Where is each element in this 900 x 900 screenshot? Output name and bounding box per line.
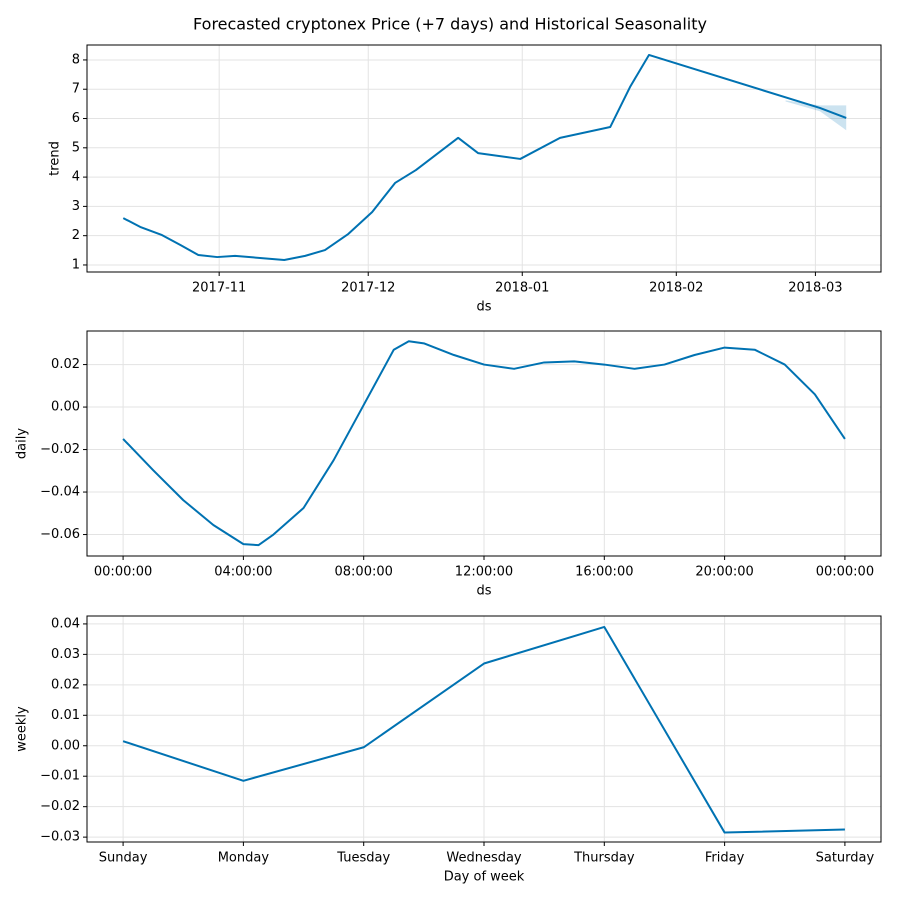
y-tick-label: −0.02 [40, 799, 80, 814]
y-tick-label: 7 [72, 82, 80, 97]
y-tick-label: 5 [72, 140, 80, 155]
y-axis-label: daily [15, 428, 30, 459]
axes-frame [86, 615, 882, 843]
y-tick-label: 8 [72, 52, 80, 67]
x-tick-label: Sunday [99, 851, 148, 866]
x-tick-label: 00:00:00 [94, 565, 152, 580]
x-tick-label: 2017-11 [192, 281, 246, 296]
y-axis-label: weekly [15, 706, 30, 752]
axes-frame [86, 330, 882, 557]
x-tick-label: Monday [218, 851, 270, 866]
x-tick-label: 00:00:00 [816, 565, 874, 580]
y-tick-label: 6 [72, 111, 80, 126]
y-tick-label: −0.03 [40, 830, 80, 845]
x-axis-label: ds [476, 584, 491, 599]
y-tick-label: −0.01 [40, 769, 80, 784]
y-tick-label: 4 [72, 170, 80, 185]
x-tick-label: Friday [705, 851, 745, 866]
y-tick-label: 0.02 [51, 357, 80, 372]
y-tick-label: −0.04 [40, 485, 80, 500]
y-tick-label: 0.00 [51, 400, 80, 415]
x-tick-label: Thursday [573, 851, 635, 866]
axes-frame [86, 44, 882, 273]
x-tick-label: 2018-03 [788, 281, 842, 296]
line [122, 340, 846, 547]
y-tick-label: 2 [72, 228, 80, 243]
y-tick-label: 0.03 [51, 647, 80, 662]
x-tick-label: Tuesday [336, 851, 390, 866]
x-tick-label: 08:00:00 [335, 565, 393, 580]
y-tick-label: 1 [72, 257, 80, 272]
x-tick-label: 2018-01 [495, 281, 549, 296]
x-tick-label: Wednesday [446, 851, 522, 866]
x-axis-label: ds [476, 300, 491, 315]
y-tick-label: −0.06 [40, 527, 80, 542]
y-tick-label: −0.02 [40, 442, 80, 457]
y-tick-label: 0.02 [51, 677, 80, 692]
x-tick-label: 16:00:00 [575, 565, 633, 580]
x-tick-label: 2018-02 [649, 281, 703, 296]
y-tick-label: 0.04 [51, 616, 80, 631]
y-axis-label: trend [48, 141, 63, 176]
x-tick-label: 20:00:00 [695, 565, 753, 580]
x-tick-label: 12:00:00 [455, 565, 513, 580]
x-tick-label: Saturday [816, 851, 875, 866]
line [122, 625, 845, 834]
x-tick-label: 2017-12 [341, 281, 395, 296]
y-tick-label: 0.01 [51, 708, 80, 723]
chart-title: Forecasted cryptonex Price (+7 days) and… [193, 15, 707, 34]
y-tick-label: 0.00 [51, 738, 80, 753]
line [122, 53, 847, 261]
x-axis-label: Day of week [444, 870, 525, 885]
x-tick-label: 04:00:00 [214, 565, 272, 580]
uncertainty-band [785, 100, 847, 131]
y-tick-label: 3 [72, 199, 80, 214]
